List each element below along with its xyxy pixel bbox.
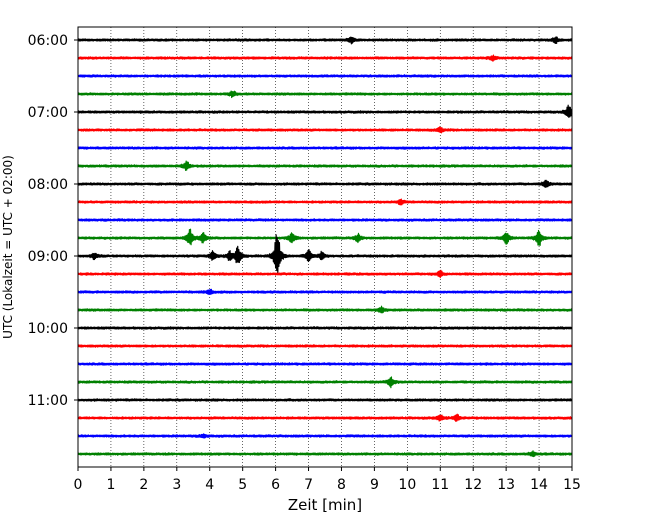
x-tick-label: 14 — [530, 477, 548, 493]
x-tick-label: 10 — [398, 477, 416, 493]
trace-row — [77, 288, 573, 295]
x-tick-label: 4 — [205, 477, 214, 493]
trace-row — [77, 104, 573, 118]
x-tick-label: 6 — [271, 477, 280, 493]
trace-row — [77, 160, 573, 171]
y-tick-label: 08:00 — [28, 177, 68, 193]
trace-row — [77, 126, 573, 134]
trace-row — [77, 376, 573, 389]
trace-row — [77, 179, 573, 188]
plot-frame — [77, 26, 573, 468]
x-axis-ticks: 0 1 2 3 4 5 6 7 8 9 10 11 12 13 14 15 — [74, 467, 581, 493]
y-axis-ticks: 06:00 07:00 08:00 09:00 10:00 11:00 — [28, 33, 78, 409]
trace-row — [77, 36, 573, 45]
x-tick-label: 15 — [563, 477, 581, 493]
x-axis-label: Zeit [min] — [288, 496, 362, 514]
x-tick-label: 7 — [304, 477, 313, 493]
grid-lines — [110, 27, 540, 467]
x-tick-label: 9 — [370, 477, 379, 493]
seismic-traces — [77, 36, 573, 458]
x-tick-label: 5 — [238, 477, 247, 493]
trace-row — [77, 269, 573, 279]
y-axis-label: UTC (Lokalzeit = UTC + 02:00) — [1, 155, 15, 339]
y-tick-label: 07:00 — [28, 105, 68, 121]
trace-row — [77, 398, 573, 402]
x-tick-label: 2 — [139, 477, 148, 493]
trace-row — [77, 74, 573, 78]
x-tick-label: 3 — [172, 477, 181, 493]
trace-row — [77, 413, 573, 422]
x-tick-label: 11 — [431, 477, 449, 493]
trace-row — [77, 228, 573, 246]
y-tick-label: 11:00 — [28, 393, 68, 409]
trace-row — [77, 234, 573, 275]
x-tick-label: 13 — [497, 477, 515, 493]
trace-row — [77, 146, 573, 150]
trace-row — [77, 198, 573, 206]
trace-row — [77, 344, 573, 348]
trace-row — [77, 450, 573, 458]
trace-row — [77, 54, 573, 62]
y-tick-label: 06:00 — [28, 33, 68, 49]
trace-row — [77, 90, 573, 99]
trace-row — [77, 218, 573, 222]
x-tick-label: 0 — [74, 477, 83, 493]
trace-row — [77, 326, 573, 330]
trace-row — [77, 362, 573, 366]
x-tick-label: 12 — [464, 477, 482, 493]
y-tick-label: 10:00 — [28, 321, 68, 337]
x-tick-label: 1 — [106, 477, 115, 493]
trace-row — [77, 305, 573, 314]
trace-row — [77, 433, 573, 439]
x-tick-label: 8 — [337, 477, 346, 493]
y-tick-label: 09:00 — [28, 249, 68, 265]
